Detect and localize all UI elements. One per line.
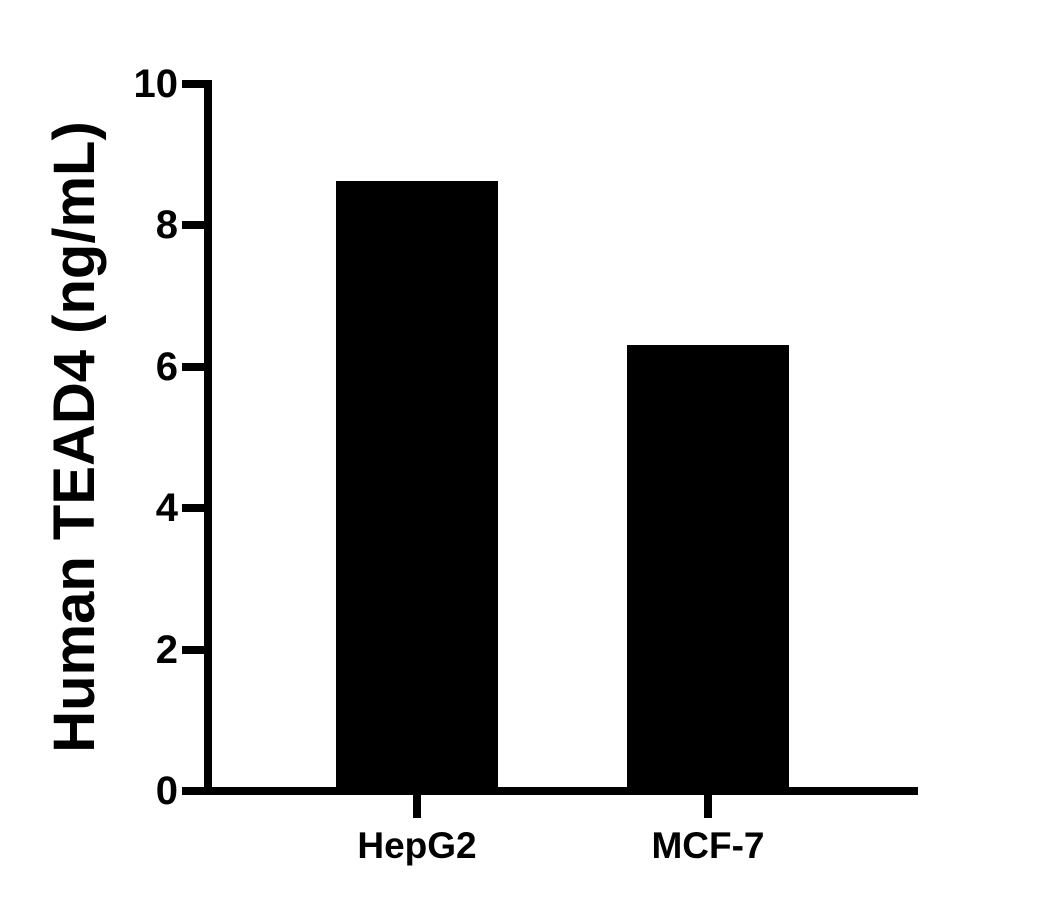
y-tick-mark [182, 80, 208, 88]
x-axis-line [204, 787, 918, 795]
y-axis-title: Human TEAD4 (ng/mL) [42, 121, 107, 753]
x-tick-mark [413, 795, 421, 818]
y-tick-mark [182, 787, 208, 795]
y-tick-label: 6 [155, 344, 178, 389]
y-tick-label: 10 [133, 62, 179, 106]
x-tick-label: HepG2 [357, 825, 477, 866]
x-tick-mark [704, 795, 712, 818]
y-tick-mark [182, 362, 208, 371]
x-tick-label: MCF-7 [651, 825, 765, 866]
bar-hepg2 [336, 180, 498, 791]
y-tick-mark [182, 221, 208, 230]
y-tick-label: 0 [155, 769, 178, 813]
y-tick-label: 8 [155, 203, 178, 248]
y-tick-mark [182, 504, 208, 513]
y-axis-line [204, 80, 212, 795]
y-tick-label: 4 [155, 486, 178, 531]
y-tick-label: 2 [155, 627, 178, 672]
y-tick-mark [182, 645, 208, 654]
bar-mcf-7 [627, 344, 789, 791]
